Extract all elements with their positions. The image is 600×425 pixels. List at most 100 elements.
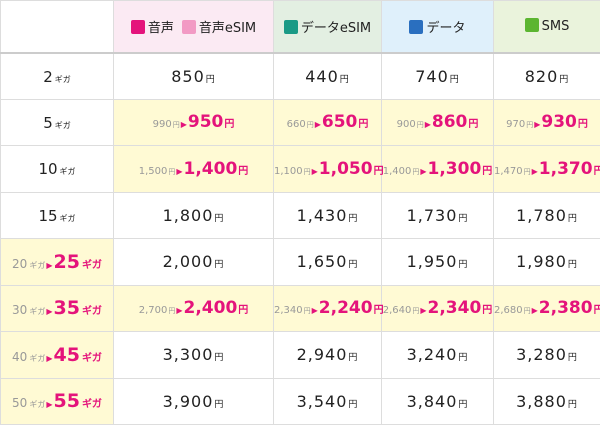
new-price-value: 2,400 [184,298,238,318]
old-size-value: 50 [12,396,27,410]
price-value: 3,880 [516,392,567,411]
price-cell: 1,650円 [274,239,382,286]
arrow-icon: ▶ [425,120,431,129]
price-cell: 850円 [114,53,274,100]
price-cell: 2,000円 [114,239,274,286]
price: 1,800円 [163,206,225,225]
old-price: 660円 [287,119,314,130]
giga-unit: ギガ [60,214,76,223]
new-price: 1,400円 [184,159,249,179]
yen-unit: 円 [214,400,224,410]
yen-unit: 円 [568,353,578,363]
price-cell: 1,400円▶1,300円 [382,146,494,193]
new-price-value: 1,050 [319,159,373,179]
giga-unit: ギガ [29,400,45,409]
yen-unit: 円 [304,307,311,315]
price-cell: 2,340円▶2,240円 [274,285,382,332]
price-cell: 1,500円▶1,400円 [114,146,274,193]
yen-unit: 円 [568,260,578,270]
yen-unit: 円 [238,305,248,316]
size-value: 45 [53,344,79,366]
yen-unit: 円 [482,305,492,316]
yen-unit: 円 [340,75,350,85]
price: 2,000円 [163,252,225,271]
yen-unit: 円 [450,75,460,85]
yen-unit: 円 [468,119,478,130]
yen-unit: 円 [168,168,175,176]
arrow-icon: ▶ [312,167,318,176]
header-label: SMS [542,19,570,34]
price: 1,730円 [407,206,469,225]
price-cell: 3,880円 [494,378,600,425]
yen-unit: 円 [214,260,224,270]
yen-unit: 円 [348,353,358,363]
yen-unit: 円 [214,214,224,224]
old-price: 900円 [397,119,424,130]
price: 3,240円 [407,345,469,364]
giga-unit: ギガ [82,399,102,410]
header-plan-1: 音声音声eSIM [114,1,274,53]
old-price-value: 900 [397,119,416,130]
yen-unit: 円 [348,260,358,270]
old-price-value: 1,100 [274,166,303,177]
new-price: 860円 [432,112,479,132]
price: 3,540円 [297,392,359,411]
yen-unit: 円 [458,214,468,224]
new-price-value: 2,240 [319,298,373,318]
new-price-value: 1,400 [184,159,238,179]
old-price: 2,700円 [139,305,176,316]
old-price: 2,640円 [383,305,420,316]
price-value: 1,430 [297,206,348,225]
giga-unit: ギガ [82,260,102,271]
size-value: 25 [53,251,79,273]
size-value: 2 [43,68,53,86]
price: 3,900円 [163,392,225,411]
price: 1,430円 [297,206,359,225]
price-cell: 2,680円▶2,380円 [494,285,600,332]
yen-unit: 円 [458,353,468,363]
yen-unit: 円 [524,168,531,176]
price-cell: 1,950円 [382,239,494,286]
old-price: 2,340円 [274,305,311,316]
price-value: 1,730 [407,206,458,225]
price: 3,300円 [163,345,225,364]
old-price: 990円 [153,119,180,130]
old-price: 1,470円 [494,166,531,177]
yen-unit: 円 [482,166,492,177]
price: 1,780円 [516,206,578,225]
yen-unit: 円 [348,214,358,224]
yen-unit: 円 [168,307,175,315]
new-price-value: 860 [432,112,468,132]
giga-unit: ギガ [55,121,71,130]
price-cell: 3,840円 [382,378,494,425]
yen-unit: 円 [304,168,311,176]
new-price: 2,240円 [319,298,384,318]
yen-unit: 円 [568,214,578,224]
price-cell: 3,540円 [274,378,382,425]
voice-esim-icon [182,20,196,34]
yen-unit: 円 [348,400,358,410]
old-price-value: 970 [506,119,525,130]
new-price: 650円 [322,112,369,132]
yen-unit: 円 [307,121,314,129]
price-value: 440 [305,67,339,86]
old-price: 970円 [506,119,533,130]
size-value: 55 [53,390,79,412]
price-value: 740 [415,67,449,86]
yen-unit: 円 [224,119,234,130]
price-cell: 3,900円 [114,378,274,425]
price: 740円 [415,67,460,86]
